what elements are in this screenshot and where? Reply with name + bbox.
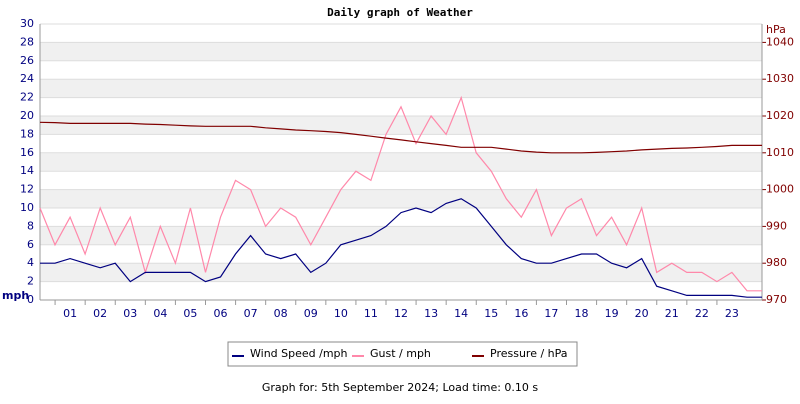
x-tick-label: 03 (123, 307, 137, 320)
y2-tick-label: 1010 (766, 146, 794, 159)
grid-band (40, 116, 762, 135)
y-tick-label: 14 (20, 164, 34, 177)
y2-tick-label: 1000 (766, 183, 794, 196)
grid-band (40, 152, 762, 172)
series-line (39, 95, 762, 292)
footer: Graph for: 5th September 2024; Load time… (262, 381, 539, 394)
y-tick-label: 30 (20, 17, 34, 30)
x-tick-label: 10 (334, 307, 348, 320)
x-tick-label: 16 (514, 307, 528, 320)
y-tick-label: 28 (20, 35, 34, 48)
x-tick-label: 19 (605, 307, 619, 320)
y-tick-label: 20 (20, 109, 34, 122)
x-tick-label: 01 (63, 307, 77, 320)
y2-tick-label: 1030 (766, 72, 794, 85)
grid-band (40, 189, 762, 208)
y2-tick-label: 990 (766, 219, 787, 232)
legend-label: Gust / mph (370, 347, 431, 360)
legend-label: Pressure / hPa (490, 347, 568, 360)
y-tick-label: 4 (27, 256, 34, 269)
chart-title: Daily graph of Weather (327, 6, 473, 19)
y-tick-label: 22 (20, 91, 34, 104)
x-tick-label: 23 (725, 307, 739, 320)
x-tick-label: 08 (274, 307, 288, 320)
y2-tick-label: 1040 (766, 35, 794, 48)
x-tick-label: 11 (364, 307, 378, 320)
y-tick-label: 26 (20, 54, 34, 67)
x-tick-label: 22 (695, 307, 709, 320)
x-tick-label: 17 (544, 307, 558, 320)
y-tick-label: 2 (27, 275, 34, 288)
x-tick-label: 07 (244, 307, 258, 320)
x-tick-label: 06 (214, 307, 228, 320)
legend-label: Wind Speed /mph (250, 347, 348, 360)
y-tick-label: 18 (20, 127, 34, 140)
y-tick-label: 10 (20, 201, 34, 214)
x-tick-label: 12 (394, 307, 408, 320)
x-tick-label: 14 (454, 307, 468, 320)
x-tick-label: 05 (183, 307, 197, 320)
grid-band (40, 226, 762, 245)
x-tick-label: 20 (635, 307, 649, 320)
series-line (40, 198, 762, 298)
x-tick-label: 04 (153, 307, 167, 320)
y2-tick-label: 1020 (766, 109, 794, 122)
legend-box (227, 341, 578, 367)
legend: Wind Speed /mph Gust / mph Pressure / hPa (227, 341, 578, 367)
y-tick-label: 6 (27, 238, 34, 251)
x-tick-label: 09 (304, 307, 318, 320)
y2-axis-label: hPa (766, 23, 786, 36)
x-tick-label: 15 (484, 307, 498, 320)
series-line (39, 121, 762, 154)
y2-tick-label: 980 (766, 256, 787, 269)
grid-band (40, 79, 762, 98)
x-tick-label: 13 (424, 307, 438, 320)
y-tick-label: 16 (20, 146, 34, 159)
y-axis-label: mph (2, 289, 29, 302)
y2-tick-label: 970 (766, 293, 787, 306)
x-tick-label: 21 (665, 307, 679, 320)
x-tick-label: 02 (93, 307, 107, 320)
grid-band (40, 42, 762, 61)
x-tick-label: 18 (575, 307, 589, 320)
y-tick-label: 12 (20, 183, 34, 196)
y-tick-label: 8 (27, 219, 34, 232)
y-tick-label: 0 (27, 293, 34, 306)
plot-background (40, 42, 762, 282)
y-tick-label: 24 (20, 72, 34, 85)
